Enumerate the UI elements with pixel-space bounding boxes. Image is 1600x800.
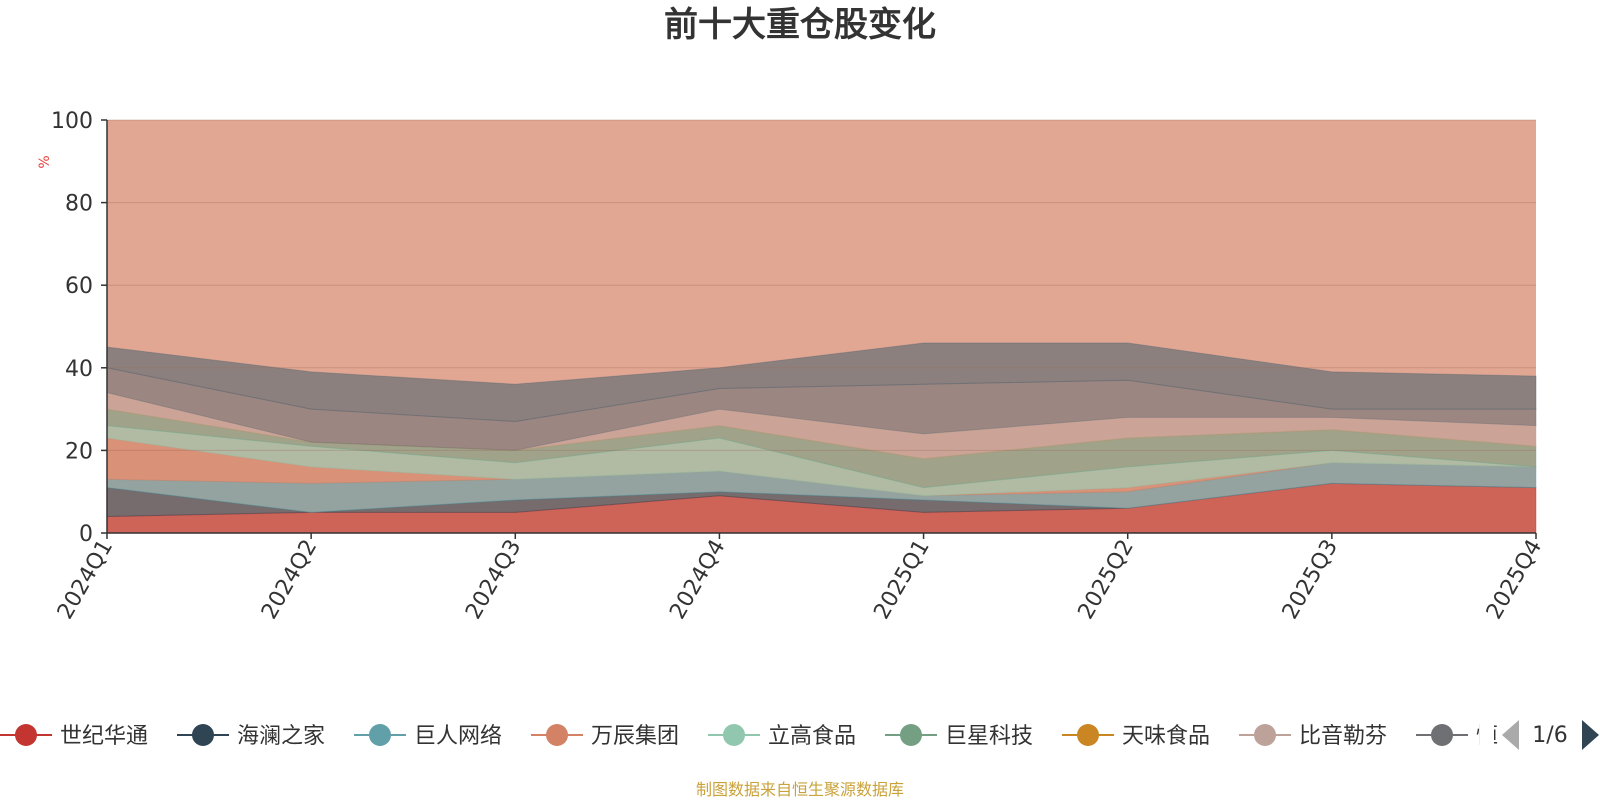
- legend-marker: [546, 724, 568, 746]
- legend-label: 世纪华通: [60, 724, 148, 749]
- legend-marker: [15, 724, 37, 746]
- legend-marker: [369, 724, 391, 746]
- legend-label: 立高食品: [768, 724, 856, 749]
- x-tick-label: 2025Q2: [1074, 536, 1139, 624]
- area-series-group: [106, 342, 1537, 534]
- legend-item[interactable]: 世纪华通: [0, 724, 148, 749]
- legend-label: 海澜之家: [237, 724, 325, 749]
- legend-marker: [1254, 724, 1276, 746]
- legend-item[interactable]: 立高食品: [708, 724, 856, 749]
- chart-title: 前十大重仓股变化: [664, 5, 936, 45]
- x-tick-label: 2024Q1: [53, 536, 118, 624]
- gridlines: [107, 119, 1536, 451]
- legend-label: 万辰集团: [591, 724, 679, 749]
- legend-label: 天味食品: [1122, 724, 1210, 749]
- legend-marker: [900, 724, 922, 746]
- legend-page-indicator: 1/6: [1532, 723, 1567, 748]
- y-tick-label: 80: [65, 192, 93, 217]
- legend-pager: 1/6: [1502, 720, 1599, 750]
- area-series-3: [106, 462, 1537, 513]
- area-series-10: [106, 342, 1537, 423]
- legend-marker: [1431, 724, 1453, 746]
- y-tick-label: 0: [79, 522, 93, 547]
- x-tick-label: 2025Q4: [1482, 536, 1547, 624]
- triangle-right-icon[interactable]: [1582, 720, 1599, 750]
- legend-marker: [192, 724, 214, 746]
- legend-item[interactable]: 巨星科技: [885, 724, 1033, 749]
- triangle-left-icon[interactable]: [1502, 720, 1519, 750]
- y-axis-label: %: [37, 155, 53, 168]
- axes: [101, 119, 1537, 539]
- data-source-note: 制图数据来自恒生聚源数据库: [696, 780, 904, 799]
- legend: 世纪华通海澜之家巨人网络万辰集团立高食品巨星科技天味食品比音勒芬恒: [0, 710, 1498, 760]
- legend-item[interactable]: 比音勒芬: [1239, 724, 1387, 749]
- legend-item[interactable]: 海澜之家: [177, 724, 325, 749]
- legend-item[interactable]: 巨人网络: [354, 724, 502, 749]
- y-tick-labels: 0 20 40 60 80 100: [51, 109, 93, 547]
- legend-marker: [723, 724, 745, 746]
- legend-label: 巨人网络: [414, 724, 502, 749]
- y-tick-label: 60: [65, 274, 93, 299]
- legend-label: 巨星科技: [945, 724, 1033, 749]
- x-tick-label: 2024Q2: [257, 536, 322, 624]
- x-tick-labels: 2024Q1 2024Q2 2024Q3 2024Q4 2025Q1 2025Q2 2025…: [53, 536, 1547, 624]
- area-series-4: [106, 437, 1537, 497]
- legend-clip: [1480, 710, 1494, 760]
- x-tick-label: 2025Q3: [1278, 536, 1343, 624]
- legend-label: 比音勒芬: [1299, 724, 1387, 749]
- legend-item[interactable]: 万辰集团: [531, 724, 679, 749]
- x-tick-label: 2024Q3: [461, 536, 526, 624]
- y-tick-label: 100: [51, 109, 93, 134]
- y-tick-label: 40: [65, 357, 93, 382]
- legend-item[interactable]: 天味食品: [1062, 724, 1210, 749]
- y-tick-label: 20: [65, 439, 93, 464]
- x-tick-label: 2024Q4: [665, 536, 730, 624]
- legend-marker: [1077, 724, 1099, 746]
- x-tick-label: 2025Q1: [869, 536, 934, 624]
